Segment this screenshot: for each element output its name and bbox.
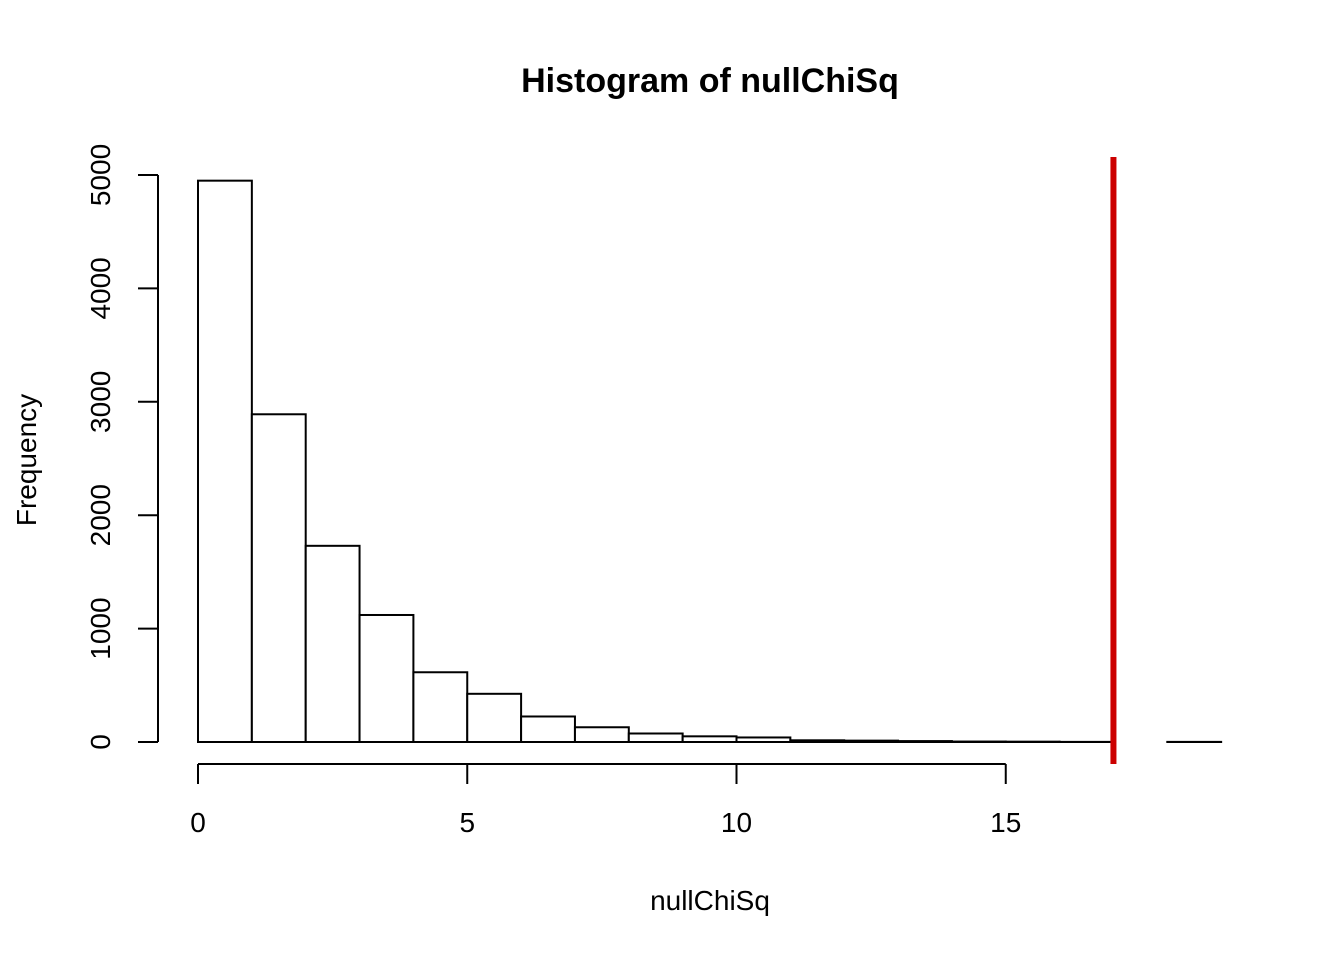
chart-title: Histogram of nullChiSq <box>521 62 899 100</box>
y-axis-label: Frequency <box>11 394 42 526</box>
y-tick-label: 3000 <box>85 371 116 433</box>
histogram-bar <box>897 740 953 743</box>
histogram-bar <box>681 735 738 744</box>
histogram-bar <box>789 739 846 744</box>
y-tick-label: 0 <box>85 734 116 750</box>
y-tick-label: 1000 <box>85 597 116 659</box>
x-tick-label: 15 <box>990 807 1021 838</box>
histogram-bar <box>412 671 469 743</box>
histogram-bar <box>520 715 576 743</box>
x-axis: 0 5 10 15 <box>190 763 1021 838</box>
histogram-bar <box>843 739 900 744</box>
x-axis-label: nullChiSq <box>650 885 770 916</box>
histogram-bar <box>304 544 361 743</box>
histogram-bar <box>735 736 792 743</box>
histogram-bar <box>627 732 684 743</box>
histogram-bar <box>466 692 523 743</box>
histogram-bar <box>250 413 307 743</box>
y-tick-label: 4000 <box>85 257 116 319</box>
y-axis: 0 1000 2000 3000 4000 5000 <box>85 144 159 750</box>
x-tick-label: 5 <box>459 807 475 838</box>
histogram-bar <box>573 726 630 743</box>
histogram-bar <box>358 613 415 744</box>
x-tick-label: 10 <box>721 807 752 838</box>
x-tick-label: 0 <box>190 807 206 838</box>
histogram-bar <box>197 179 253 744</box>
histogram-bars <box>197 179 1223 744</box>
y-tick-label: 2000 <box>85 484 116 546</box>
y-tick-label: 5000 <box>85 144 116 206</box>
